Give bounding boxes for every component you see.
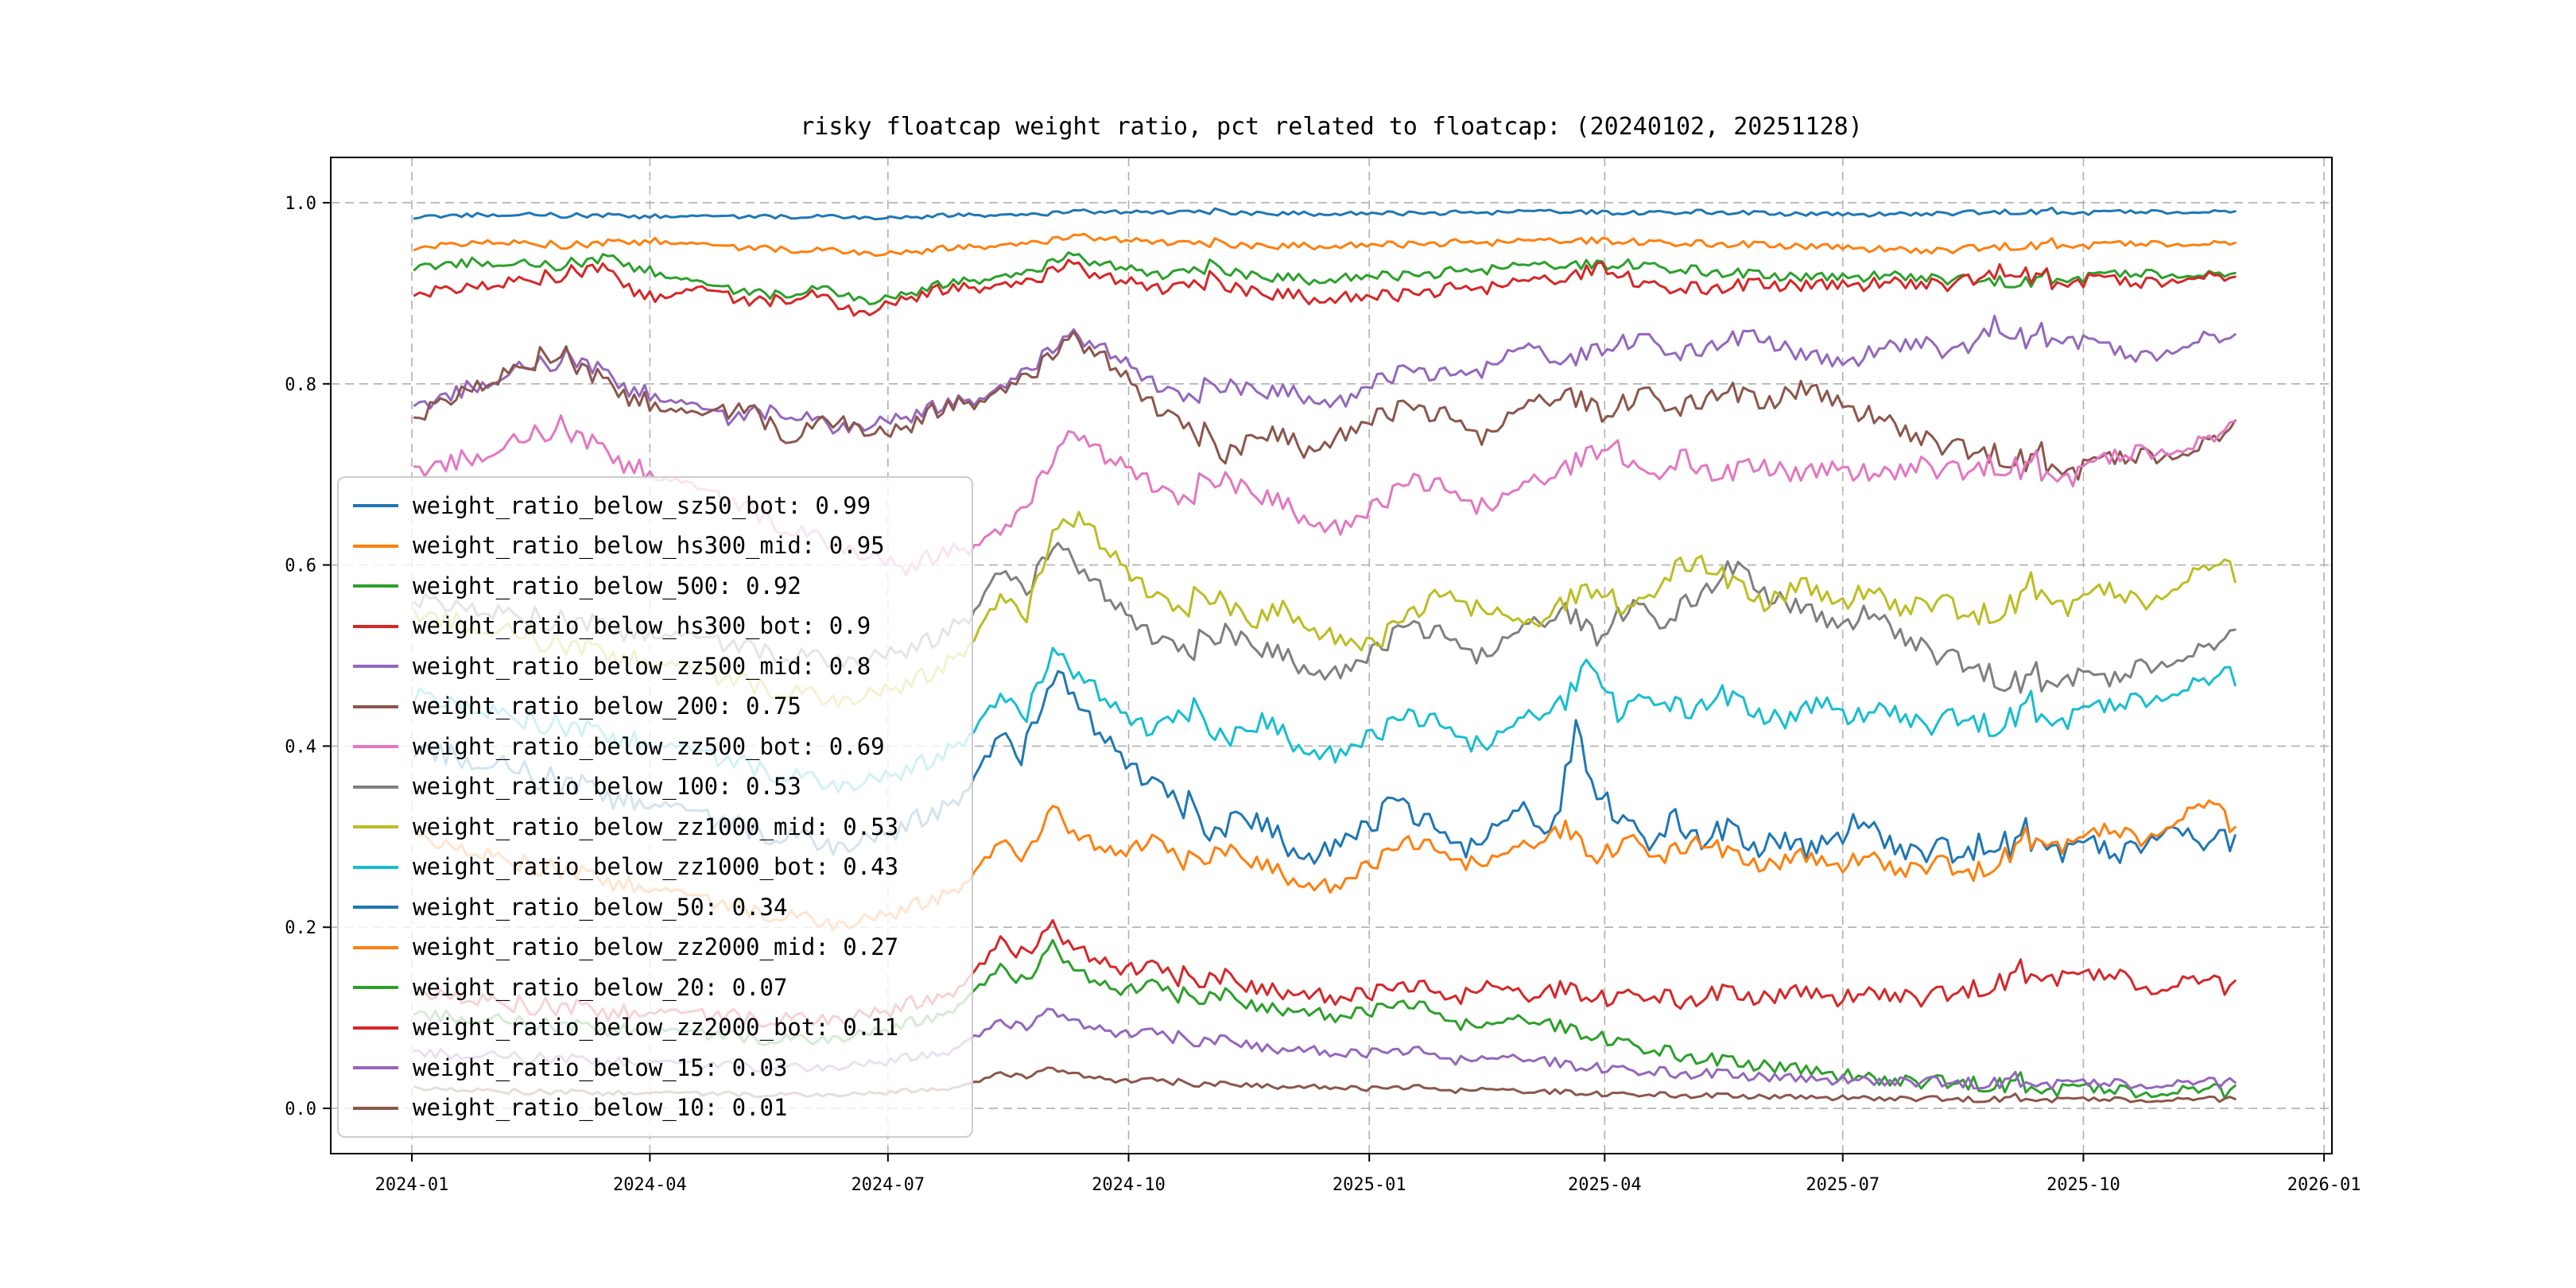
legend-line-sample	[353, 704, 398, 708]
x-tick-label: 2024-07	[851, 1175, 925, 1195]
legend-item: weight_ratio_below_zz2000_mid: 0.27	[353, 929, 957, 967]
legend-item: weight_ratio_below_100: 0.53	[353, 768, 957, 806]
x-tick-label: 2024-10	[1092, 1175, 1166, 1195]
series-line-weight_ratio_below_hs300_mid	[413, 232, 2237, 257]
legend-line-sample	[353, 865, 398, 869]
legend-item: weight_ratio_below_20: 0.07	[353, 968, 957, 1007]
legend-line-sample	[353, 584, 398, 588]
x-tick-label: 2025-01	[1333, 1175, 1406, 1195]
x-tick-label: 2026-01	[2287, 1175, 2361, 1195]
y-tick-label: 0.0	[285, 1100, 316, 1119]
legend-line-sample	[353, 1026, 398, 1030]
legend-item: weight_ratio_below_zz500_bot: 0.69	[353, 727, 957, 766]
legend-item: weight_ratio_below_zz500_mid: 0.8	[353, 647, 957, 685]
legend-line-sample	[353, 785, 398, 789]
x-tick-label: 2025-10	[2046, 1175, 2120, 1195]
series-line-weight_ratio_below_500	[413, 251, 2237, 306]
legend-item: weight_ratio_below_sz50_bot: 0.99	[353, 487, 957, 525]
legend-line-sample	[353, 665, 398, 669]
legend-item: weight_ratio_below_15: 0.03	[353, 1049, 957, 1087]
legend-item-label: weight_ratio_below_500: 0.92	[413, 572, 801, 599]
legend-item-label: weight_ratio_below_zz500_bot: 0.69	[413, 732, 885, 760]
legend-line-sample	[353, 745, 398, 749]
legend-item-label: weight_ratio_below_zz2000_mid: 0.27	[413, 933, 899, 961]
legend-item-label: weight_ratio_below_50: 0.34	[413, 893, 788, 921]
legend-line-sample	[353, 544, 398, 548]
series-line-weight_ratio_below_zz500_mid	[413, 314, 2237, 435]
legend-item-label: weight_ratio_below_zz1000_mid: 0.53	[413, 813, 899, 840]
legend-line-sample	[353, 624, 398, 628]
y-tick-label: 1.0	[285, 194, 316, 214]
legend-item: weight_ratio_below_zz1000_bot: 0.43	[353, 848, 957, 886]
y-tick-label: 0.8	[285, 375, 316, 395]
legend-item: weight_ratio_below_50: 0.34	[353, 888, 957, 926]
legend-line-sample	[353, 906, 398, 910]
legend-item-label: weight_ratio_below_10: 0.01	[413, 1094, 788, 1122]
legend-item-label: weight_ratio_below_zz2000_bot: 0.11	[413, 1014, 899, 1042]
legend-item: weight_ratio_below_hs300_mid: 0.95	[353, 527, 957, 565]
legend-item: weight_ratio_below_500: 0.92	[353, 567, 957, 605]
legend-line-sample	[353, 986, 398, 990]
legend-item-label: weight_ratio_below_100: 0.53	[413, 773, 801, 801]
legend-item-label: weight_ratio_below_zz1000_bot: 0.43	[413, 853, 899, 881]
x-tick-label: 2024-01	[375, 1175, 449, 1195]
legend-item: weight_ratio_below_hs300_bot: 0.9	[353, 607, 957, 646]
legend-item: weight_ratio_below_200: 0.75	[353, 688, 957, 726]
legend-item: weight_ratio_below_zz1000_mid: 0.53	[353, 808, 957, 846]
legend-item: weight_ratio_below_zz2000_bot: 0.11	[353, 1009, 957, 1047]
legend-item-label: weight_ratio_below_20: 0.07	[413, 973, 788, 1001]
series-line-weight_ratio_below_sz50_bot	[413, 206, 2237, 221]
legend-item-label: weight_ratio_below_hs300_bot: 0.9	[413, 612, 871, 640]
x-tick-label: 2024-04	[613, 1175, 687, 1195]
chart-title: risky floatcap weight ratio, pct related…	[800, 113, 1863, 141]
legend-line-sample	[353, 1106, 398, 1110]
legend-item-label: weight_ratio_below_200: 0.75	[413, 692, 801, 720]
legend-item-label: weight_ratio_below_hs300_mid: 0.95	[413, 532, 885, 560]
y-tick-label: 0.2	[285, 918, 316, 938]
legend: weight_ratio_below_sz50_bot: 0.99 weight_…	[337, 476, 973, 1138]
legend-line-sample	[353, 825, 398, 829]
x-tick-label: 2025-04	[1568, 1175, 1642, 1195]
series-line-weight_ratio_below_hs300_bot	[413, 258, 2237, 317]
legend-line-sample	[353, 504, 398, 508]
legend-item: weight_ratio_below_10: 0.01	[353, 1089, 957, 1127]
series-line-weight_ratio_below_200	[413, 330, 2237, 481]
legend-line-sample	[353, 1066, 398, 1070]
y-tick-label: 0.6	[285, 557, 316, 576]
axes-border	[330, 157, 2333, 1154]
y-tick-label: 0.4	[285, 737, 316, 757]
legend-item-label: weight_ratio_below_sz50_bot: 0.99	[413, 491, 871, 519]
x-tick-label: 2025-07	[1806, 1175, 1880, 1195]
legend-line-sample	[353, 945, 398, 949]
legend-item-label: weight_ratio_below_zz500_mid: 0.8	[413, 652, 871, 680]
legend-item-label: weight_ratio_below_15: 0.03	[413, 1053, 788, 1081]
